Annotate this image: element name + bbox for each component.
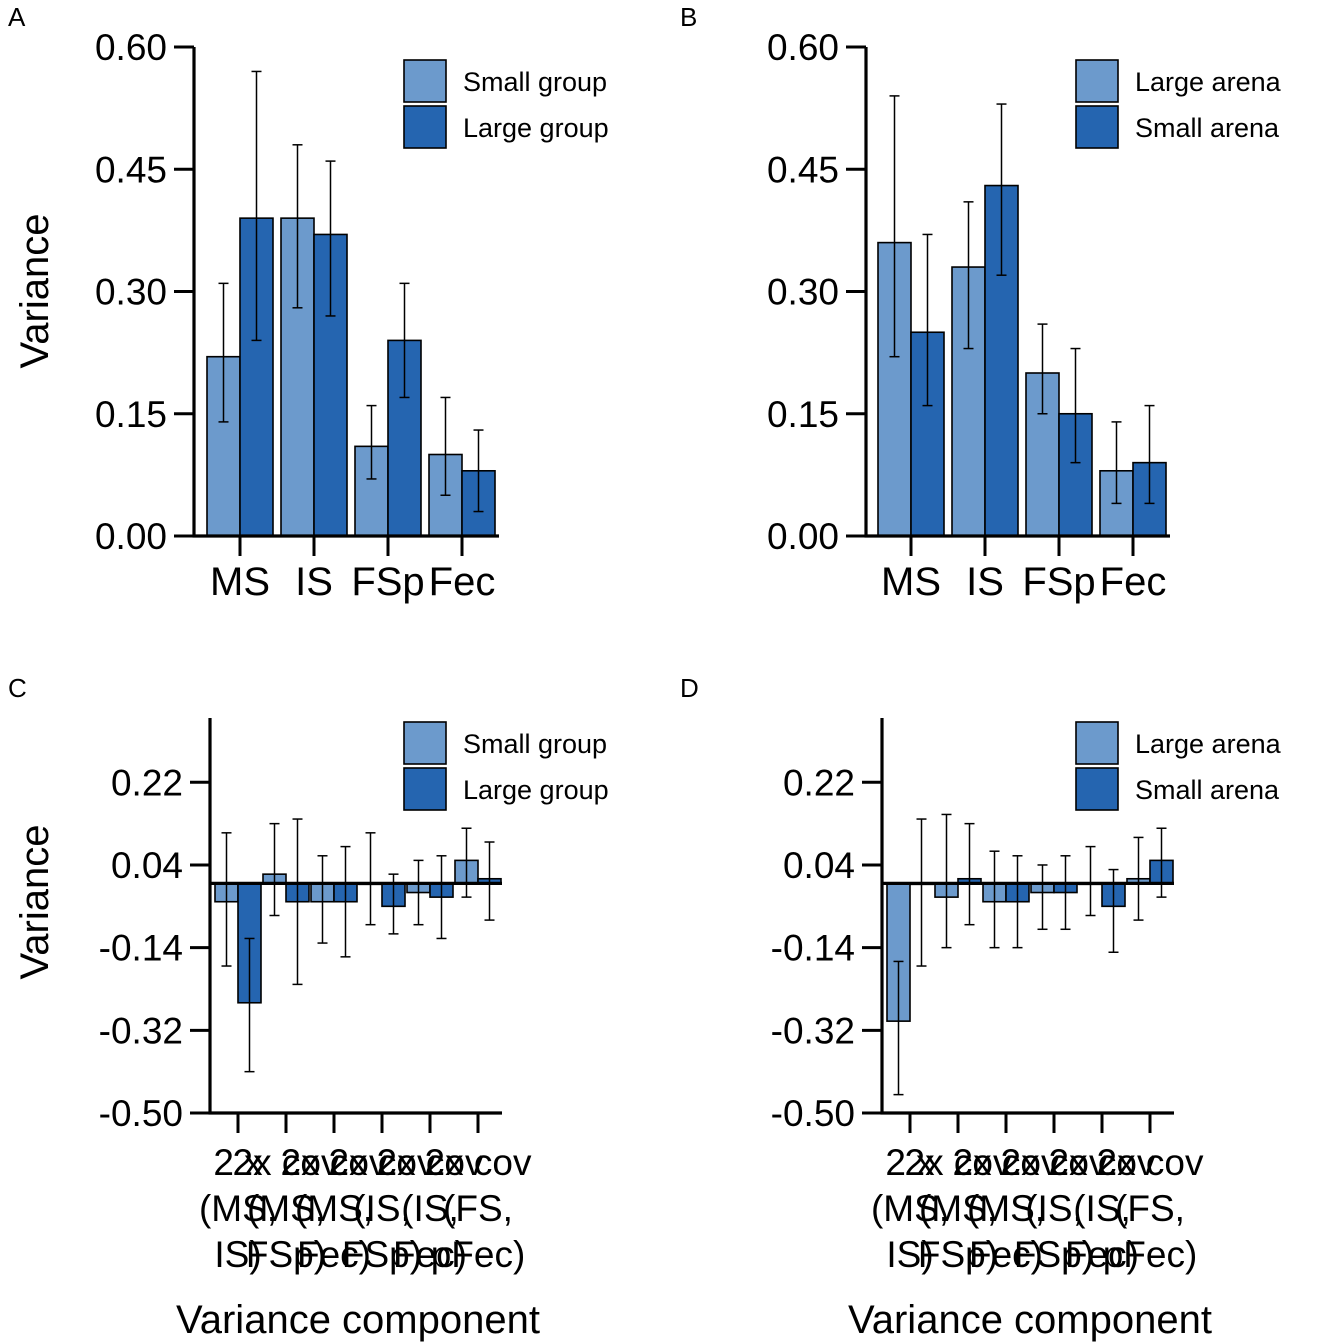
legend-swatch — [1075, 105, 1119, 149]
x-tick-label: IS) — [886, 1234, 933, 1275]
panel-label: D — [680, 673, 699, 703]
x-tick-label: Fec) — [393, 1234, 467, 1275]
x-tick-label: (MS, — [871, 1188, 949, 1229]
x-tick-label: 2x cov — [281, 1142, 388, 1183]
x-tick-label: Fec) — [969, 1234, 1043, 1275]
x-tick-label: (MS, — [199, 1188, 277, 1229]
legend-label: Large group — [463, 775, 609, 805]
legend-swatch — [403, 721, 447, 765]
y-tick-label: 0.45 — [767, 149, 839, 190]
panel-b: B 0.60 0.45 0.30 0.15 0.00 MS IS FSp Fec Large are… — [680, 2, 1282, 604]
panel-label: A — [8, 2, 26, 32]
x-tick-label: FSp) — [1014, 1234, 1094, 1275]
legend-swatch — [403, 59, 447, 103]
x-tick-label: 2x cov — [233, 1142, 340, 1183]
x-tick-label: IS — [966, 560, 1004, 604]
x-tick-label: FSp — [1022, 560, 1095, 604]
legend: Large arena Small arena — [1075, 721, 1282, 811]
x-tick-label: (IS, — [1073, 1188, 1131, 1229]
legend: Small group Large group — [403, 59, 609, 149]
y-tick-label: -0.50 — [99, 1093, 183, 1134]
x-tick-label: (IS, — [401, 1188, 459, 1229]
x-tick-label: (MS, — [967, 1188, 1045, 1229]
y-tick-label: -0.50 — [771, 1093, 855, 1134]
legend-label: Large arena — [1135, 729, 1282, 759]
x-tick-label: 2x cov — [1097, 1142, 1204, 1183]
x-tick-label: 2x cov — [329, 1142, 436, 1183]
x-tick-label: (IS, — [353, 1188, 411, 1229]
x-axis-label: Variance component — [176, 1298, 540, 1342]
legend-swatch — [1075, 767, 1119, 811]
x-tick-label: Fec) — [297, 1234, 371, 1275]
legend-label: Small group — [463, 729, 607, 759]
x-tick-label: 2x cov — [905, 1142, 1012, 1183]
y-tick-label: 0.15 — [767, 394, 839, 435]
x-tick-label: Fec — [1100, 560, 1167, 604]
y-tick-label: 0.04 — [111, 845, 183, 886]
x-tick-label: (IS, — [1025, 1188, 1083, 1229]
x-tick-label: MS — [210, 560, 270, 604]
y-tick-label: -0.32 — [99, 1010, 183, 1051]
panel-label: C — [8, 673, 27, 703]
legend-swatch — [403, 105, 447, 149]
x-tick-label: (MS, — [247, 1188, 325, 1229]
legend-swatch — [1075, 721, 1119, 765]
x-tick-label: IS — [295, 560, 333, 604]
y-axis-label: Variance — [13, 825, 57, 980]
y-tick-label: 0.45 — [95, 149, 167, 190]
x-tick-label: FSp) — [246, 1234, 326, 1275]
y-tick-label: 0.22 — [111, 762, 183, 803]
x-tick-label: (MS, — [295, 1188, 373, 1229]
y-tick-label: 0.30 — [767, 272, 839, 313]
x-tick-label: (FS, — [1115, 1188, 1185, 1229]
x-tick-label: 2 x — [213, 1142, 263, 1183]
x-tick-label: 2x cov — [1049, 1142, 1156, 1183]
y-tick-label: 0.00 — [767, 516, 839, 557]
y-tick-label: -0.32 — [771, 1010, 855, 1051]
y-tick-label: 0.00 — [95, 516, 167, 557]
x-tick-label: 2x cov — [1001, 1142, 1108, 1183]
x-tick-label: (FS, — [443, 1188, 513, 1229]
legend-label: Small arena — [1135, 113, 1280, 143]
bar — [951, 266, 986, 537]
x-tick-label: FSp — [351, 560, 424, 604]
x-tick-label: IS) — [214, 1234, 261, 1275]
x-tick-label: Fec — [429, 560, 496, 604]
x-tick-label: pFec) — [431, 1234, 526, 1275]
y-tick-label: 0.22 — [783, 762, 855, 803]
legend-label: Large arena — [1135, 67, 1282, 97]
x-tick-label: (MS, — [919, 1188, 997, 1229]
x-tick-label: pFec) — [1103, 1234, 1198, 1275]
panel-c: C 0.22 0.04 -0.14 -0.32 -0.50 2 x (MS, IS) 2x cov… — [8, 673, 609, 1342]
panel-d: D 0.22 0.04 -0.14 -0.32 -0.50 2 x (MS, IS) 2x cov… — [680, 673, 1282, 1342]
x-tick-label: 2 x — [885, 1142, 935, 1183]
x-tick-label: FSp) — [342, 1234, 422, 1275]
x-tick-label: FSp) — [918, 1234, 998, 1275]
legend-label: Small arena — [1135, 775, 1280, 805]
y-tick-label: 0.04 — [783, 845, 855, 886]
legend-swatch — [403, 767, 447, 811]
y-tick-label: 0.15 — [95, 394, 167, 435]
legend-label: Small group — [463, 67, 607, 97]
y-tick-label: -0.14 — [771, 928, 855, 969]
x-tick-label: MS — [881, 560, 941, 604]
legend-swatch — [1075, 59, 1119, 103]
legend: Large arena Small arena — [1075, 59, 1282, 149]
panel-a: A 0.60 0.45 0.30 0.15 0.00 MS IS FSp Fec Variance S… — [8, 2, 609, 604]
y-tick-label: 0.60 — [767, 27, 839, 68]
y-tick-label: -0.14 — [99, 928, 183, 969]
y-tick-label: 0.30 — [95, 272, 167, 313]
x-tick-label: Fec) — [1065, 1234, 1139, 1275]
legend-label: Large group — [463, 113, 609, 143]
x-tick-label: 2x cov — [377, 1142, 484, 1183]
panel-label: B — [680, 2, 697, 32]
x-axis-label: Variance component — [848, 1298, 1212, 1342]
legend: Small group Large group — [403, 721, 609, 811]
x-tick-label: 2x cov — [425, 1142, 532, 1183]
x-tick-label: 2x cov — [953, 1142, 1060, 1183]
y-axis-label: Variance — [13, 214, 57, 369]
y-tick-label: 0.60 — [95, 27, 167, 68]
